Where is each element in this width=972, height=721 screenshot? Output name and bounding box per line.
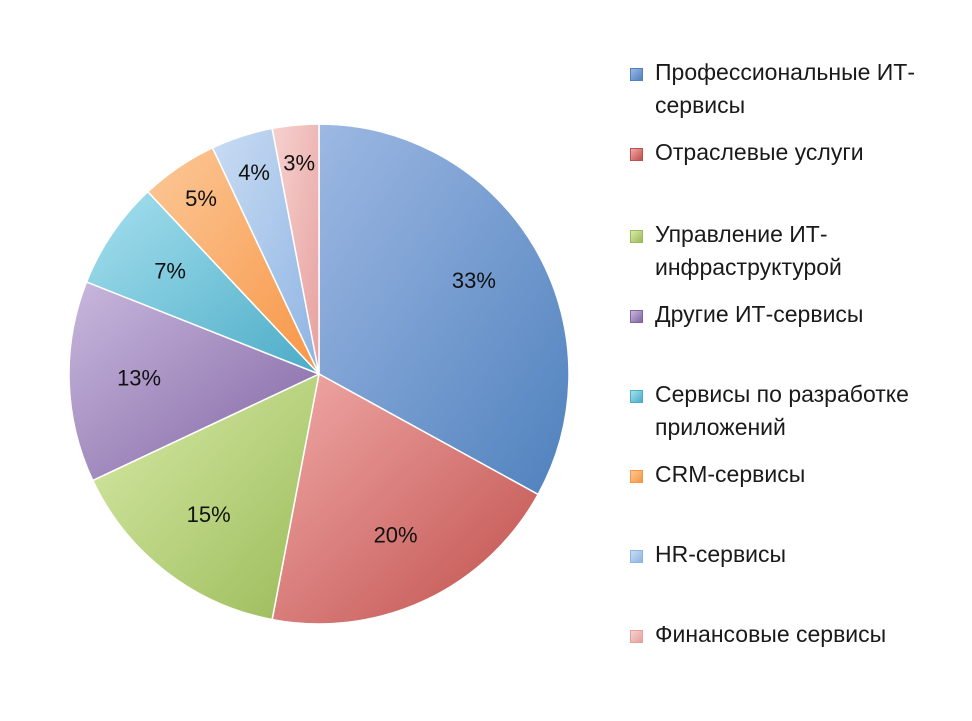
legend-item-other-it: Другие ИТ-сервисы <box>630 298 960 331</box>
pie-slice-2 <box>271 372 540 625</box>
legend-swatch <box>630 470 643 483</box>
pie-slice-8 <box>271 123 320 375</box>
slice-value-label-2: 20% <box>374 523 418 548</box>
legend-label: Сервисы по разработке приложений <box>655 381 909 440</box>
legend-item-infrastructure-management: Управление ИТ-инфраструктурой <box>630 218 960 284</box>
legend-label: Другие ИТ-сервисы <box>655 301 864 327</box>
legend-item-hr: HR-сервисы <box>630 538 960 571</box>
legend-swatch <box>630 68 643 81</box>
legend-item-industry-services: Отраслевые услуги <box>630 136 960 169</box>
legend-item-app-development: Сервисы по разработке приложений <box>630 378 960 444</box>
slice-value-label-3: 15% <box>187 502 231 527</box>
slice-value-label-5: 7% <box>154 259 186 284</box>
pie-slice-5 <box>85 190 320 375</box>
pie-slice-3 <box>91 372 321 621</box>
legend-label: Финансовые сервисы <box>655 621 887 647</box>
slice-value-label-6: 5% <box>185 186 217 211</box>
legend-swatch <box>630 550 643 563</box>
legend-swatch <box>630 148 643 161</box>
pie-slice-1 <box>318 123 570 496</box>
slice-value-label-4: 13% <box>117 366 161 391</box>
legend-item-crm: CRM-сервисы <box>630 458 960 491</box>
legend-label: HR-сервисы <box>655 541 787 567</box>
legend-label: Отраслевые услуги <box>655 139 864 165</box>
legend-swatch <box>630 310 643 323</box>
legend-label: CRM-сервисы <box>655 461 806 487</box>
pie-slices <box>68 123 570 625</box>
legend-label: Управление ИТ-инфраструктурой <box>655 221 842 280</box>
chart-legend: Профессиональные ИТ-сервисы Отраслевые у… <box>630 56 960 666</box>
slice-value-label-7: 4% <box>238 160 270 185</box>
slice-value-label-1: 33% <box>452 268 496 293</box>
legend-swatch <box>630 230 643 243</box>
legend-swatch <box>630 630 643 643</box>
legend-swatch <box>630 390 643 403</box>
legend-label: Профессиональные ИТ-сервисы <box>655 59 916 118</box>
pie-slice-4 <box>68 280 321 482</box>
pie-slice-labels: 33% 20% 15% 13% 7% 5% 4% 3% <box>117 151 496 548</box>
legend-item-financial: Финансовые сервисы <box>630 618 960 651</box>
legend-item-professional-it: Профессиональные ИТ-сервисы <box>630 56 960 122</box>
slice-value-label-8: 3% <box>283 151 315 176</box>
